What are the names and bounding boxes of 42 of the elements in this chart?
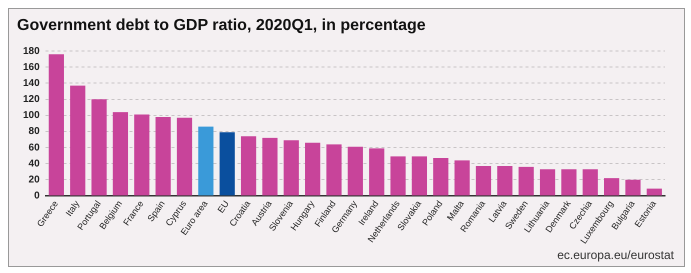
bar	[48, 54, 64, 196]
y-tick-label: 80	[28, 126, 40, 138]
y-tick-label: 20	[28, 174, 40, 186]
bar	[646, 188, 662, 196]
bar	[156, 116, 171, 196]
bar	[70, 86, 86, 196]
y-tick-label: 180	[22, 46, 40, 57]
bar	[604, 178, 620, 196]
bar	[369, 148, 384, 196]
bar	[326, 144, 342, 196]
text: ec.europa.eu/eurostat	[557, 248, 674, 262]
bar	[262, 138, 278, 196]
bar	[625, 180, 641, 196]
bar	[390, 156, 406, 196]
bar	[305, 142, 320, 196]
bar	[518, 166, 534, 196]
y-tick-label: 160	[22, 62, 40, 73]
bar	[582, 169, 598, 196]
bar	[284, 140, 299, 196]
bar	[561, 169, 577, 196]
y-tick-label: 60	[28, 142, 40, 154]
y-tick-label: 100	[22, 110, 40, 122]
x-tick-label: EU	[216, 198, 231, 215]
bar	[198, 126, 214, 196]
bar	[497, 166, 512, 196]
y-tick-label: 140	[22, 78, 40, 89]
y-tick-label: 40	[28, 158, 40, 170]
bar	[134, 114, 150, 196]
bar	[112, 112, 128, 196]
bar	[476, 166, 492, 196]
bar	[433, 158, 448, 196]
bar	[176, 118, 192, 196]
bar	[454, 160, 470, 196]
y-tick-label: 120	[22, 94, 40, 106]
bar	[540, 169, 556, 196]
bar	[91, 99, 107, 196]
bar	[240, 136, 256, 196]
y-tick-label: 0	[34, 190, 40, 202]
bar	[348, 146, 363, 196]
bar	[412, 156, 428, 196]
bar	[220, 132, 235, 196]
chart-title: Government debt to GDP ratio, 2020Q1, in percentage	[17, 17, 426, 35]
